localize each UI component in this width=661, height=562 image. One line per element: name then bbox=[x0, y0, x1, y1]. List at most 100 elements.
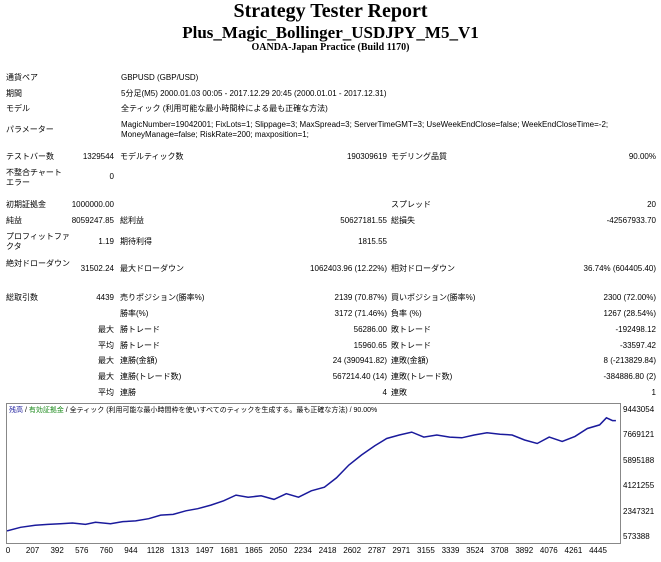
net-profit-label: 純益 bbox=[6, 216, 22, 225]
model-value: 全ティック (利用可能な最小時間枠による最も正確な方法) bbox=[121, 104, 328, 113]
maximal-consecutive-profit-label: 連勝(トレード数) bbox=[120, 372, 182, 381]
spread-label: スプレッド bbox=[391, 200, 431, 209]
expected-payoff-value: 1815.55 bbox=[358, 237, 387, 246]
absolute-drawdown-value: 31502.24 bbox=[80, 264, 114, 273]
average-label: 平均 bbox=[98, 341, 114, 350]
x-tick-label: 1313 bbox=[171, 546, 189, 555]
initial-deposit-label: 初期証拠金 bbox=[6, 200, 46, 209]
average-loss-trade-value: -33597.42 bbox=[619, 341, 656, 350]
x-tick-label: 3155 bbox=[417, 546, 435, 555]
period-value: 5分足(M5) 2000.01.03 00:05 - 2017.12.29 20… bbox=[121, 89, 387, 98]
profit-trades-label: 勝率(%) bbox=[120, 309, 149, 318]
ticks-modelled-label: モデルティック数 bbox=[120, 152, 184, 161]
legend-description: / 全ティック (利用可能な最小時間枠を使いすべてのティックを生成する。最も正確… bbox=[63, 407, 378, 414]
maximal-consecutive-profit-value: 567214.40 (14) bbox=[332, 372, 387, 381]
maximal-drawdown-value: 1062403.96 (12.22%) bbox=[310, 264, 387, 273]
modelling-quality-value: 90.00% bbox=[628, 152, 656, 161]
maximal-drawdown-label: 最大ドローダウン bbox=[120, 264, 184, 273]
x-tick-label: 576 bbox=[75, 546, 89, 555]
max-consecutive-losses-money-label: 連敗(金額) bbox=[391, 356, 429, 365]
profit-trades-value: 3172 (71.46%) bbox=[334, 309, 387, 318]
largest-loss-trade-label: 敗トレード bbox=[391, 325, 431, 334]
average-consecutive-wins-label: 連勝 bbox=[120, 388, 136, 397]
x-tick-label: 2971 bbox=[392, 546, 411, 555]
expert-name: Plus_Magic_Bollinger_USDJPY_M5_V1 bbox=[182, 23, 479, 42]
maximal-consecutive-loss-label: 連敗(トレード数) bbox=[391, 372, 453, 381]
y-tick-label: 4121255 bbox=[623, 481, 655, 491]
x-tick-label: 2418 bbox=[318, 546, 337, 555]
ticks-modelled-value: 190309619 bbox=[346, 152, 387, 161]
y-tick-label: 5895188 bbox=[623, 455, 655, 465]
maximal-consecutive-loss-value: -384886.80 (2) bbox=[603, 372, 656, 381]
mismatched-errors-label: 不整合チャートエラー bbox=[6, 168, 62, 187]
model-label: モデル bbox=[6, 104, 30, 113]
x-tick-label: 0 bbox=[5, 546, 11, 555]
bars-tested-value: 1329544 bbox=[82, 152, 114, 161]
gross-loss-label: 総損失 bbox=[391, 216, 415, 225]
x-tick-label: 3524 bbox=[466, 546, 484, 555]
legend-separator: / bbox=[23, 407, 29, 414]
net-profit-value: 8059247.85 bbox=[71, 216, 114, 225]
average-consecutive-losses-value: 1 bbox=[651, 388, 656, 397]
legend-equity: 有効証拠金 bbox=[28, 407, 64, 414]
y-tick-label: 9443054 bbox=[623, 405, 655, 414]
x-tick-label: 2602 bbox=[343, 546, 362, 555]
average-consecutive-label: 平均 bbox=[98, 388, 114, 397]
short-positions-label: 売りポジション(勝率%) bbox=[120, 293, 205, 302]
chart-legend: 残高 / 有効証拠金 / 全ティック (利用可能な最小時間枠を使いすべてのティッ… bbox=[9, 405, 377, 415]
largest-label: 最大 bbox=[98, 325, 114, 334]
balance-line bbox=[7, 416, 616, 532]
gross-loss-value: -42567933.70 bbox=[606, 216, 656, 225]
average-consecutive-wins-value: 4 bbox=[382, 388, 387, 397]
x-tick-label: 2787 bbox=[367, 546, 386, 555]
x-tick-label: 1865 bbox=[244, 546, 263, 555]
y-tick-label: 2347321 bbox=[623, 506, 655, 516]
maximal-label: 最大 bbox=[98, 372, 114, 381]
total-trades-label: 総取引数 bbox=[6, 293, 38, 302]
average-loss-trade-label: 敗トレード bbox=[391, 341, 431, 350]
x-tick-label: 3708 bbox=[490, 546, 509, 555]
x-tick-label: 4076 bbox=[539, 546, 558, 555]
x-tick-label: 1128 bbox=[146, 546, 165, 555]
x-tick-label: 2050 bbox=[269, 546, 288, 555]
long-positions-label: 買いポジション(勝率%) bbox=[391, 293, 476, 302]
gross-profit-label: 総利益 bbox=[120, 216, 144, 225]
x-tick-label: 207 bbox=[25, 546, 40, 555]
x-tick-label: 3892 bbox=[515, 546, 534, 555]
profit-factor-label: プロフィットファクタ bbox=[6, 232, 70, 251]
average-profit-trade-label: 勝トレード bbox=[120, 341, 160, 350]
loss-trades-value: 1267 (28.54%) bbox=[603, 309, 656, 318]
symbol-value: GBPUSD (GBP/USD) bbox=[121, 73, 199, 82]
average-consecutive-losses-label: 連敗 bbox=[391, 388, 407, 397]
x-tick-label: 4261 bbox=[564, 546, 583, 555]
x-tick-label: 1681 bbox=[220, 546, 239, 555]
average-profit-trade-value: 15960.65 bbox=[353, 341, 387, 350]
period-label: 期間 bbox=[6, 89, 22, 98]
modelling-quality-label: モデリング品質 bbox=[391, 152, 447, 161]
relative-drawdown-value: 36.74% (604405.40) bbox=[583, 264, 657, 273]
report-title: Strategy Tester Report bbox=[233, 0, 428, 22]
y-tick-label: 573388 bbox=[623, 532, 650, 541]
x-tick-label: 2234 bbox=[294, 546, 312, 555]
initial-deposit-value: 1000000.00 bbox=[71, 200, 114, 209]
expected-payoff-label: 期待利得 bbox=[120, 237, 152, 246]
gross-profit-value: 50627181.55 bbox=[340, 216, 387, 225]
long-positions-value: 2300 (72.00%) bbox=[603, 293, 656, 302]
x-tick-label: 3339 bbox=[441, 546, 460, 555]
bars-tested-label: テストバー数 bbox=[6, 152, 54, 161]
symbol-label: 通貨ペア bbox=[6, 73, 38, 82]
relative-drawdown-label: 相対ドローダウン bbox=[391, 264, 455, 273]
spread-value: 20 bbox=[647, 200, 656, 209]
x-tick-label: 1497 bbox=[195, 546, 214, 555]
largest-profit-trade-value: 56286.00 bbox=[353, 325, 387, 334]
max-consecutive-wins-money-value: 24 (390941.82) bbox=[332, 356, 387, 365]
balance-chart: 残高 / 有効証拠金 / 全ティック (利用可能な最小時間枠を使いすべてのティッ… bbox=[6, 403, 621, 544]
x-tick-label: 944 bbox=[124, 546, 138, 555]
maximum-label: 最大 bbox=[98, 356, 114, 365]
parameters-label: パラメーター bbox=[6, 125, 54, 134]
x-tick-label: 4445 bbox=[589, 546, 607, 555]
largest-loss-trade-value: -192498.12 bbox=[615, 325, 656, 334]
x-tick-label: 760 bbox=[99, 546, 113, 555]
max-consecutive-wins-money-label: 連勝(金額) bbox=[120, 356, 158, 365]
max-consecutive-losses-money-value: 8 (-213829.84) bbox=[603, 356, 656, 365]
